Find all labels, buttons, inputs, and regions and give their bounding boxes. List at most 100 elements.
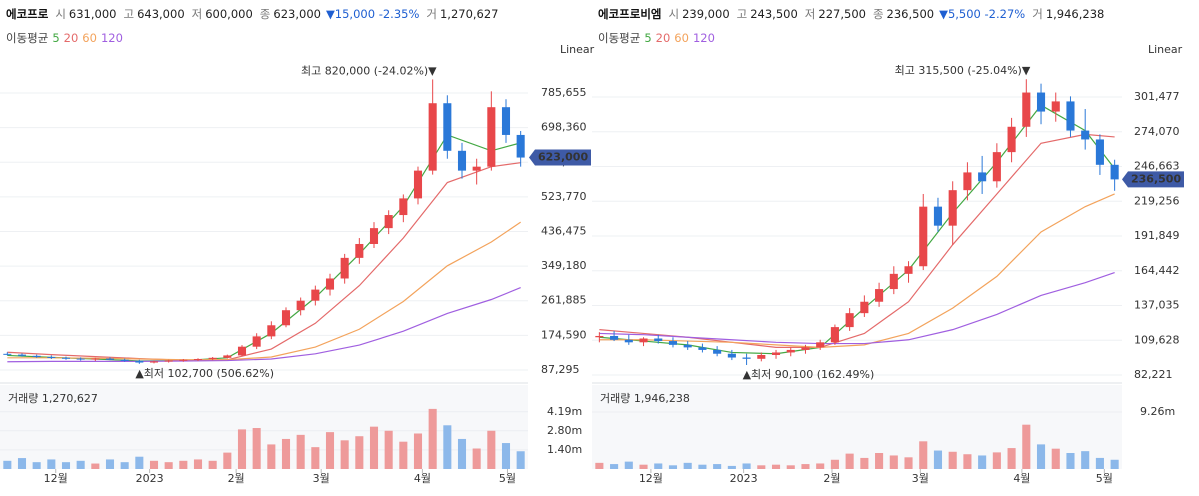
volume-bar	[487, 430, 496, 469]
volume-bar	[472, 448, 481, 469]
x-tick-label: 5월	[499, 472, 516, 485]
x-tick-label: 2월	[823, 472, 840, 485]
candle-body	[3, 353, 12, 355]
volume-bar	[3, 460, 12, 469]
candle-body	[1110, 164, 1119, 180]
price-change: ▼15,000 -2.35%	[326, 7, 419, 21]
y-tick-label: 174,590	[541, 328, 587, 341]
candle-body	[1022, 92, 1031, 127]
candle-body	[208, 357, 217, 359]
y-tick-label: 785,655	[541, 86, 587, 99]
volume-bar	[340, 440, 349, 469]
candle-body	[683, 344, 692, 348]
quote-value: 1,946,238	[1046, 7, 1105, 21]
volume-bar	[369, 426, 379, 469]
quote-value: 239,000	[682, 7, 730, 21]
volume-tick-label: 4.19m	[547, 405, 582, 418]
y-tick-label: 349,180	[541, 259, 587, 272]
volume-title: 거래량 1,270,627	[8, 392, 98, 405]
volume-bar	[91, 463, 100, 469]
candle-body	[61, 357, 71, 359]
candle-body	[713, 349, 722, 354]
candle-body	[786, 349, 795, 353]
candle-body	[1051, 101, 1060, 112]
volume-bar	[595, 462, 604, 469]
x-tick-label: 5월	[1096, 472, 1113, 485]
candle-body	[639, 338, 648, 343]
candle-body	[771, 352, 781, 355]
candle-body	[252, 336, 261, 347]
candle-body	[948, 190, 957, 226]
volume-bar	[355, 436, 364, 469]
ma-legend: 이동평균 5 20 60 120	[6, 31, 123, 45]
candle-body	[355, 243, 364, 258]
candle-body	[1066, 101, 1075, 131]
volume-bar	[698, 464, 707, 469]
candle-body	[845, 313, 854, 328]
quote-value: 227,500	[818, 7, 866, 21]
volume-bar	[668, 465, 678, 469]
quote-label: 시	[668, 7, 679, 21]
candle-body	[992, 152, 1001, 182]
candle-body	[668, 341, 678, 345]
volume-bar	[120, 462, 129, 469]
volume-tick-label: 1.40m	[547, 443, 582, 456]
volume-bar	[296, 434, 305, 469]
candle-body	[17, 354, 27, 356]
volume-bar	[61, 462, 71, 469]
scale-label: Linear	[560, 43, 595, 56]
quote-label: 거	[426, 7, 437, 21]
volume-bar	[624, 461, 633, 469]
volume-bar	[963, 454, 972, 469]
candle-body	[296, 300, 305, 311]
low-annotation: ▲최저 102,700 (506.62%)	[135, 367, 274, 380]
candle-body	[135, 360, 144, 363]
x-tick-label: 3월	[912, 472, 929, 485]
quote-label: 시	[55, 7, 66, 21]
candle-body	[47, 357, 56, 359]
candle-body	[742, 357, 751, 359]
volume-bar	[727, 465, 736, 469]
moving-average-line	[7, 134, 521, 362]
x-tick-label: 2월	[228, 472, 245, 485]
candle-body	[1036, 92, 1046, 112]
quote-label: 거	[1032, 7, 1043, 21]
moving-average-line	[7, 287, 521, 363]
volume-bar	[208, 460, 217, 469]
candle-body	[76, 358, 85, 360]
volume-bar	[610, 464, 619, 469]
ma-legend-entry: 120	[693, 31, 715, 45]
volume-bar	[164, 462, 173, 469]
last-price-tag	[1122, 171, 1184, 188]
moving-average-line	[599, 272, 1115, 345]
volume-bar	[76, 460, 85, 469]
price-change: ▼5,500 -2.27%	[939, 7, 1025, 21]
candle-body	[91, 358, 100, 360]
ma-legend: 이동평균 5 20 60 120	[598, 31, 715, 45]
volume-bar	[904, 457, 913, 469]
volume-bar	[933, 450, 943, 469]
volume-bar	[311, 447, 320, 469]
volume-bar	[325, 432, 335, 469]
candle-body	[267, 325, 276, 337]
quote-value: 631,000	[69, 7, 117, 21]
candle-body	[428, 103, 437, 171]
candle-body	[919, 206, 928, 267]
ma-label: 이동평균	[598, 31, 640, 45]
quote-label: 저	[192, 7, 203, 21]
volume-bar	[1007, 448, 1016, 469]
y-tick-label: 261,885	[541, 294, 587, 307]
last-price-label: 623,000	[538, 151, 588, 164]
quote-value: 236,500	[887, 7, 935, 21]
volume-bar	[267, 444, 276, 469]
ma-legend-entry: 20	[64, 31, 79, 45]
candle-body	[384, 215, 393, 229]
volume-bar	[428, 408, 437, 469]
candle-body	[325, 278, 335, 290]
volume-bar	[223, 452, 232, 469]
x-tick-label: 4월	[1013, 472, 1030, 485]
volume-bar	[193, 459, 203, 469]
y-tick-label: 191,849	[1134, 229, 1180, 242]
candle-body	[281, 310, 291, 326]
x-tick-label: 4월	[414, 472, 431, 485]
